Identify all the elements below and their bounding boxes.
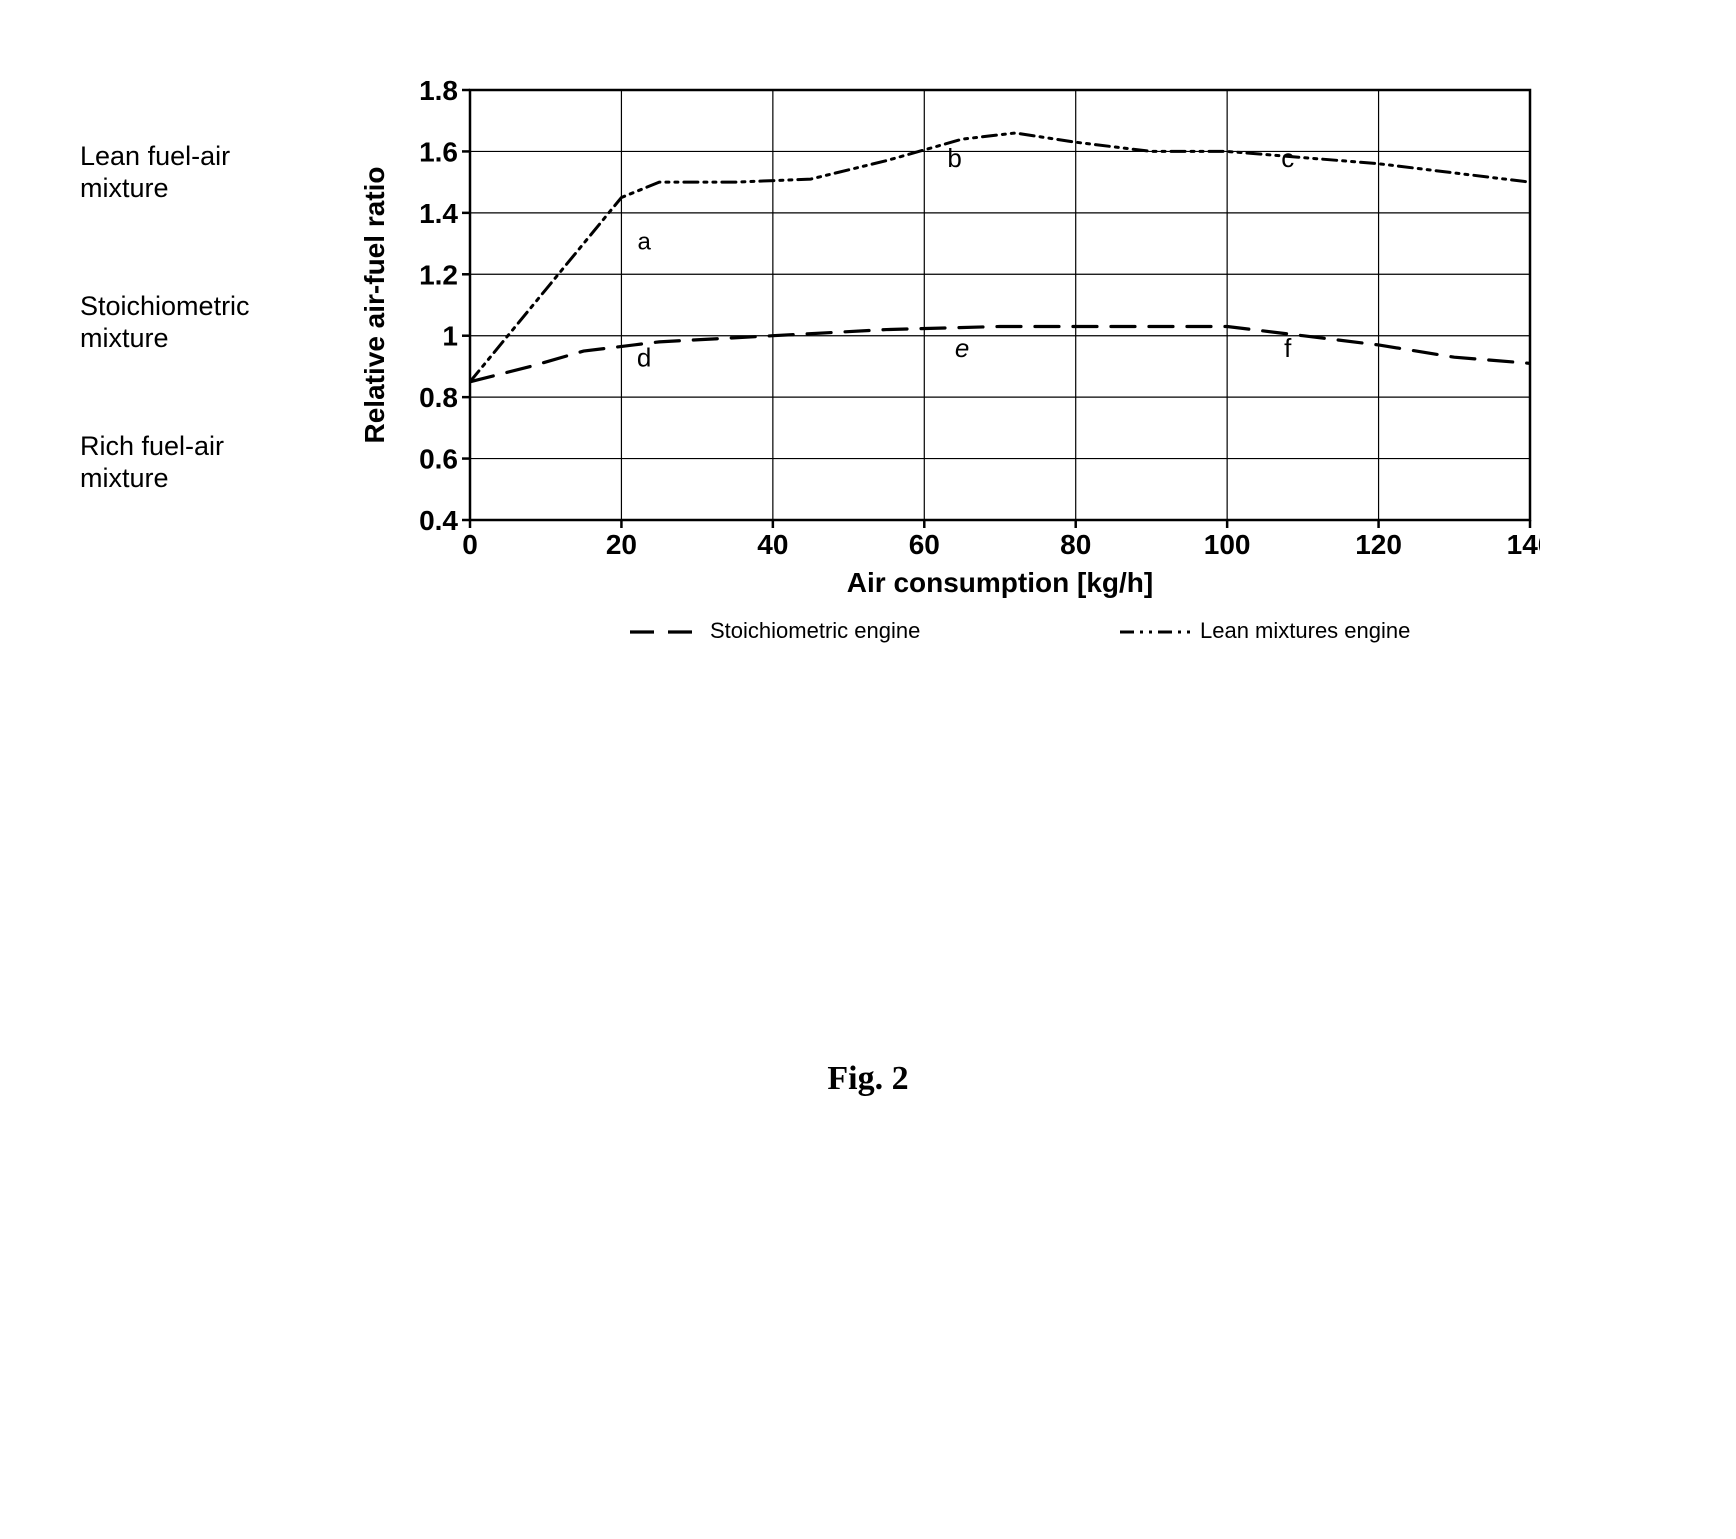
y-tick-label: 0.4: [419, 505, 458, 536]
y-tick-label: 0.8: [419, 382, 458, 413]
x-tick-label: 0: [462, 529, 478, 560]
y-tick-label: 0.6: [419, 444, 458, 475]
point-label-f: f: [1284, 333, 1292, 363]
y-tick-label: 1.2: [419, 259, 458, 290]
x-tick-label: 80: [1060, 529, 1091, 560]
side-label-0: Lean fuel-air mixture: [80, 140, 230, 205]
side-label-1: Stoichiometric mixture: [80, 290, 250, 355]
point-label-a: a: [637, 229, 651, 256]
x-axis-label: Air consumption [kg/h]: [847, 567, 1153, 598]
chart-svg: 0 20 40 60 80 100 120 140 0.4 0.6 0.8 1 1.2 1.4 1.6 1.8…: [340, 70, 1540, 670]
legend-label: Stoichiometric engine: [710, 618, 920, 643]
x-tick-label: 40: [757, 529, 788, 560]
page: Lean fuel-air mixture Stoichiometric mixt…: [0, 0, 1736, 1539]
x-tick-label: 100: [1204, 529, 1251, 560]
y-tick-label: 1.8: [419, 75, 458, 106]
y-tick-label: 1.6: [419, 136, 458, 167]
y-tick-label: 1.4: [419, 198, 458, 229]
legend-label: Lean mixtures engine: [1200, 618, 1410, 643]
y-axis-label: Relative air-fuel ratio: [359, 167, 390, 444]
point-label-b: b: [947, 143, 961, 173]
point-label-d: d: [637, 342, 651, 372]
figure-caption: Fig. 2: [0, 1060, 1736, 1098]
x-tick-label: 20: [606, 529, 637, 560]
y-tick-label: 1: [442, 321, 458, 352]
x-tick-label: 60: [909, 529, 940, 560]
point-label-c: c: [1281, 143, 1294, 173]
point-label-e: e: [955, 333, 969, 363]
x-tick-label: 140: [1507, 529, 1540, 560]
x-tick-label: 120: [1355, 529, 1402, 560]
side-label-2: Rich fuel-air mixture: [80, 430, 224, 495]
chart-container: 0 20 40 60 80 100 120 140 0.4 0.6 0.8 1 1.2 1.4 1.6 1.8…: [340, 70, 1540, 675]
